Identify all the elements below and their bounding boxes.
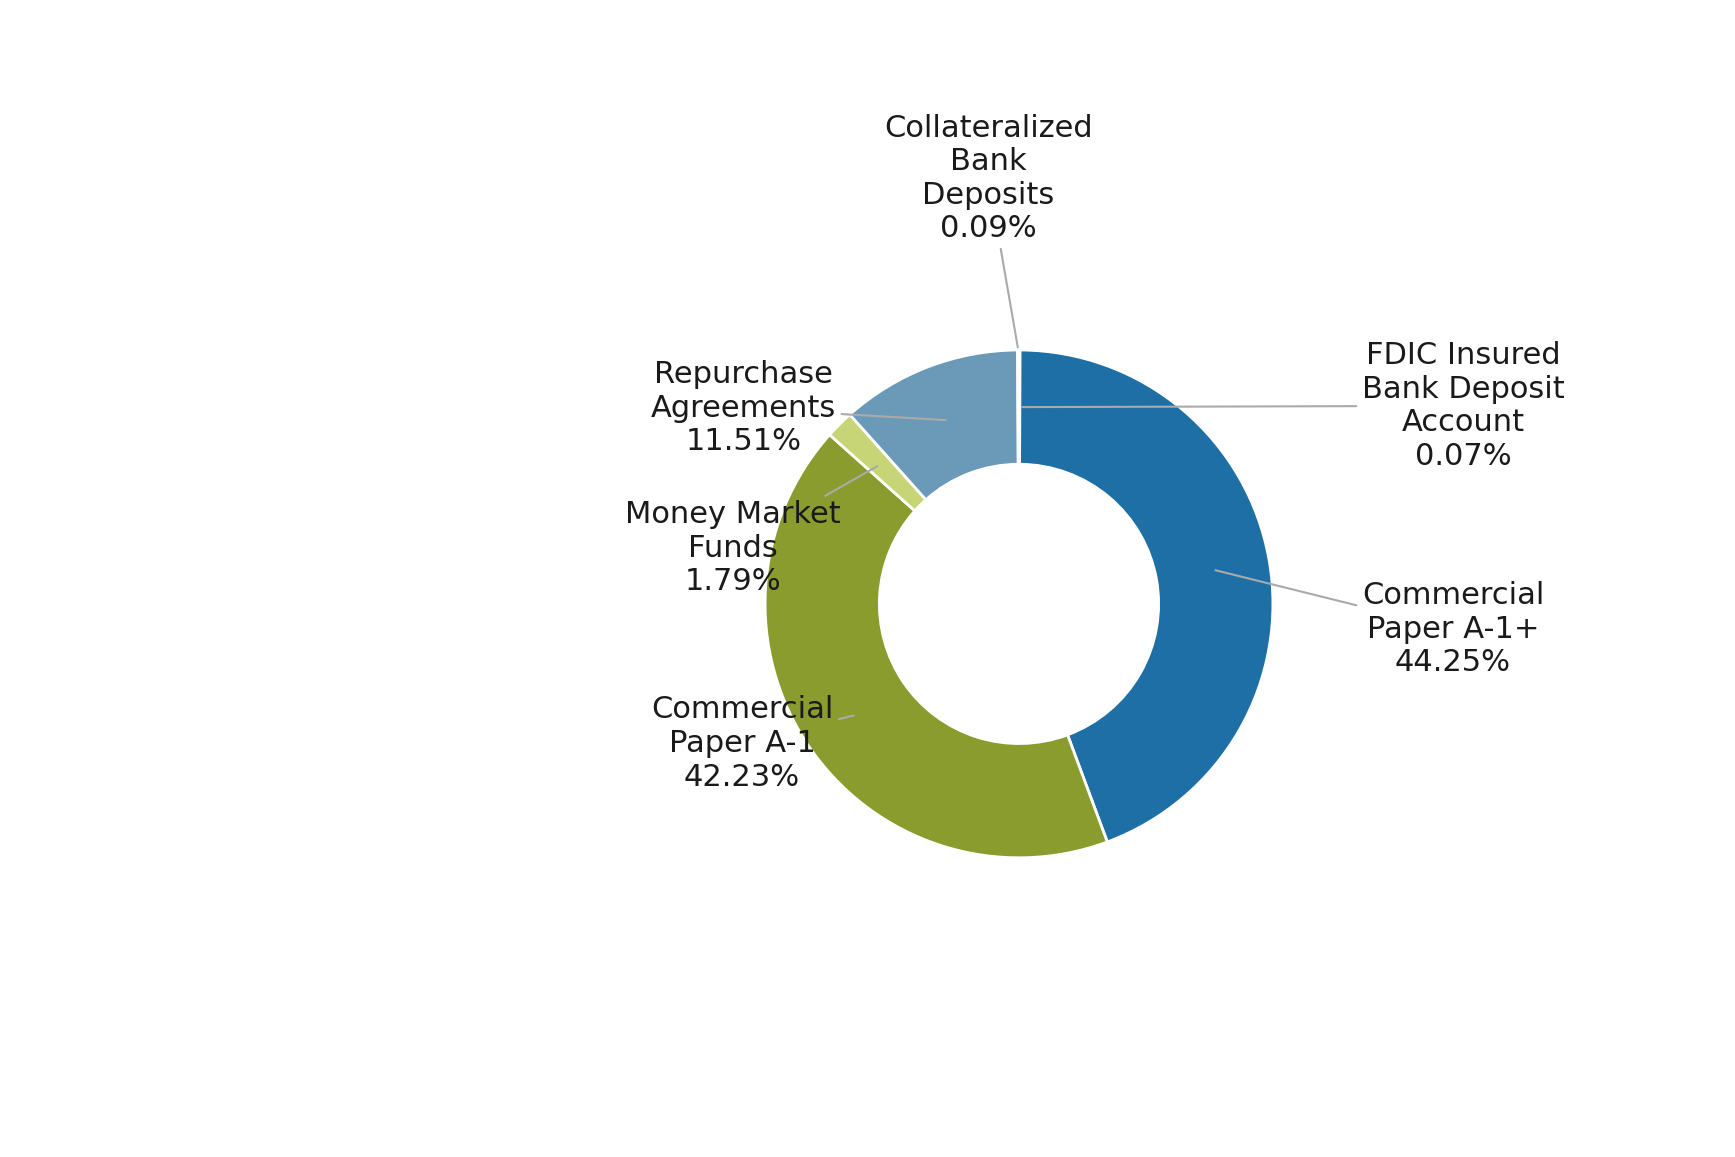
Text: Repurchase
Agreements
11.51%: Repurchase Agreements 11.51% xyxy=(651,360,946,457)
Wedge shape xyxy=(1020,349,1273,842)
Wedge shape xyxy=(850,349,1018,500)
Wedge shape xyxy=(829,414,926,511)
Wedge shape xyxy=(765,435,1107,857)
Text: FDIC Insured
Bank Deposit
Account
0.07%: FDIC Insured Bank Deposit Account 0.07% xyxy=(1022,341,1565,471)
Text: Collateralized
Bank
Deposits
0.09%: Collateralized Bank Deposits 0.09% xyxy=(885,113,1093,347)
Text: Commercial
Paper A-1+
44.25%: Commercial Paper A-1+ 44.25% xyxy=(1216,570,1544,677)
Text: Commercial
Paper A-1
42.23%: Commercial Paper A-1 42.23% xyxy=(651,695,854,791)
Text: Money Market
Funds
1.79%: Money Market Funds 1.79% xyxy=(625,466,878,596)
